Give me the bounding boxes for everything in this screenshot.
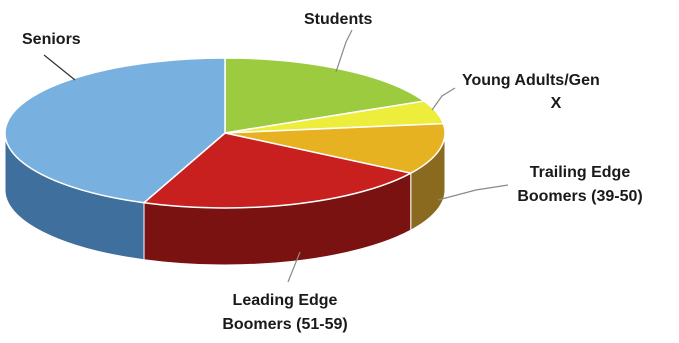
label-leading-2: Boomers (51-59) xyxy=(222,316,347,333)
label-seniors: Seniors xyxy=(22,31,81,48)
label-trailing-2: Boomers (39-50) xyxy=(517,188,642,205)
pie-slice-leading-edge-boomers-51-59 xyxy=(143,132,412,209)
pie-tops xyxy=(4,57,446,209)
leader-students xyxy=(335,29,353,73)
label-students: Students xyxy=(304,11,373,28)
pie-slice-trailing-edge-boomers-39-50 xyxy=(224,122,446,174)
leader-seniors xyxy=(43,54,76,81)
slice-labels: Seniors Students Young Adults/Gen X Trai… xyxy=(22,11,643,333)
leader-trailing xyxy=(437,184,509,201)
leader-lines xyxy=(43,29,509,283)
pie-slice-students xyxy=(224,57,425,134)
leader-young xyxy=(431,87,456,111)
label-young-1: Young Adults/Gen xyxy=(462,72,600,89)
pie-slice-seniors xyxy=(4,57,226,204)
label-trailing-1: Trailing Edge xyxy=(530,164,631,181)
label-young-2: X xyxy=(551,95,562,112)
leader-leading xyxy=(287,251,301,283)
label-leading-1: Leading Edge xyxy=(233,292,338,309)
